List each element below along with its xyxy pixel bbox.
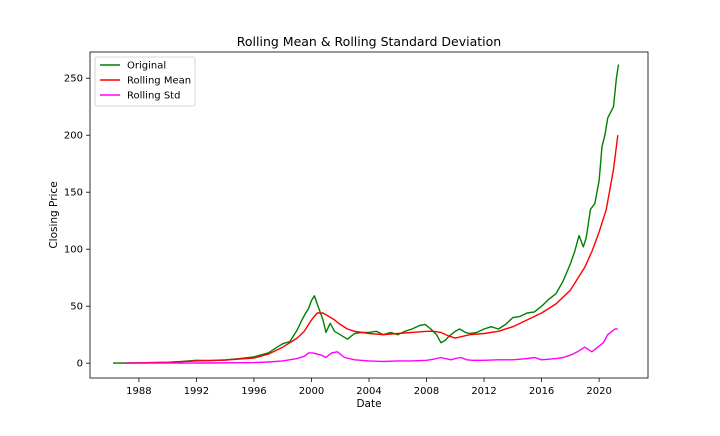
x-tick-label: 2000	[299, 386, 324, 397]
x-axis-label: Date	[356, 398, 381, 410]
y-tick-label: 0	[77, 359, 83, 370]
legend-label-rolling-std: Rolling Std	[127, 91, 180, 102]
series-line-original	[112, 64, 620, 364]
series-line-rolling-std	[124, 328, 618, 364]
y-tick-label: 100	[64, 245, 83, 256]
legend-frame	[94, 56, 196, 107]
legend: Original Rolling Mean Rolling Std	[94, 56, 196, 107]
y-tick-label: 250	[64, 74, 83, 85]
y-tick-label: 200	[64, 131, 83, 142]
legend-label-original: Original	[127, 61, 166, 72]
y-axis-label: Closing Price	[48, 181, 60, 248]
chart-title: Rolling Mean & Rolling Standard Deviatio…	[237, 34, 501, 49]
series-layer	[112, 64, 620, 364]
y-tick-label: 50	[70, 302, 83, 313]
legend-label-rolling-mean: Rolling Mean	[127, 76, 191, 87]
y-axis: 0 50 100 150 200 250	[64, 74, 90, 370]
x-tick-label: 2004	[356, 386, 381, 397]
x-tick-label: 1988	[126, 386, 151, 397]
x-tick-label: 2008	[414, 386, 439, 397]
x-tick-label: 2020	[586, 386, 611, 397]
y-tick-label: 150	[64, 188, 83, 199]
x-tick-label: 1996	[241, 386, 266, 397]
x-tick-label: 2012	[471, 386, 496, 397]
x-tick-label: 1992	[184, 386, 209, 397]
series-line-rolling-mean	[124, 135, 619, 364]
x-axis: 1988 1992 1996 2000 2004 2008 2012 2016 2020	[126, 378, 612, 397]
x-tick-label: 2016	[529, 386, 554, 397]
